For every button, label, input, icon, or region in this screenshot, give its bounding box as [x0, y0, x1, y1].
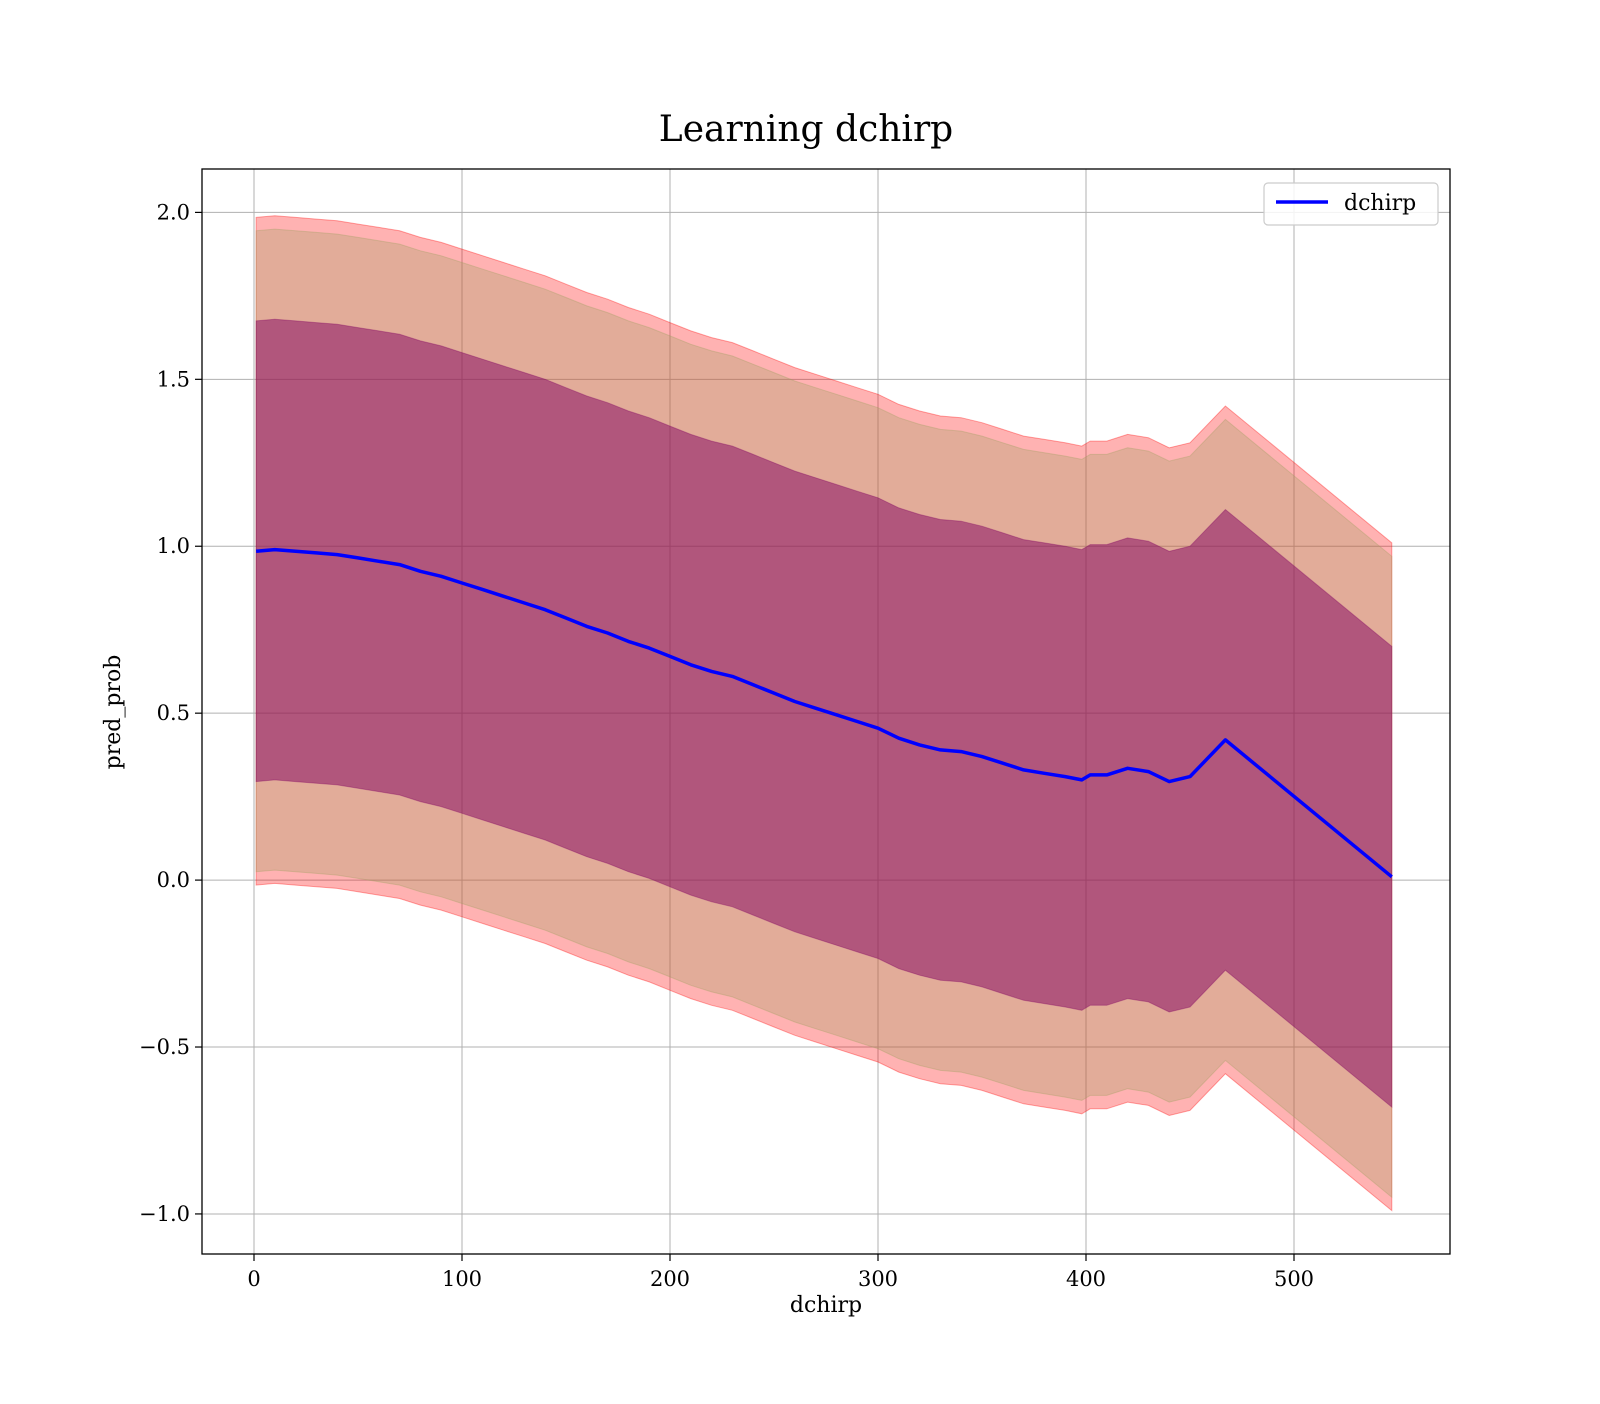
series-line-dchirp	[255, 547, 1393, 879]
y-tick-label: 1.0	[157, 534, 190, 558]
bands	[255, 215, 1393, 1212]
x-tick-label: 200	[650, 1267, 690, 1291]
x-tick-label: 500	[1274, 1267, 1314, 1291]
y-tick-label: −1.0	[139, 1202, 190, 1226]
ticks: 0 100 200 300 400 500 −1.0 −0.5 0.0 0.5 1.0 1.5 2.0	[139, 200, 1314, 1291]
y-tick-label: −0.5	[139, 1035, 190, 1059]
y-tick-label: 0.0	[157, 868, 190, 892]
x-axis-label: dchirp	[790, 1293, 862, 1318]
x-tick-label: 400	[1066, 1267, 1106, 1291]
legend-label-dchirp: dchirp	[1344, 191, 1416, 216]
legend: dchirp	[1263, 182, 1439, 226]
plot-frame	[201, 168, 1451, 1255]
confidence-band-2	[255, 318, 1393, 1109]
legend-box	[1263, 182, 1439, 226]
x-tick-label: 0	[247, 1267, 260, 1291]
lines	[255, 547, 1393, 879]
y-tick-label: 0.5	[157, 701, 190, 725]
y-tick-label: 2.0	[157, 200, 190, 224]
x-tick-label: 300	[858, 1267, 898, 1291]
chart-title: Learning dchirp	[659, 109, 953, 150]
y-axis-label: pred_prob	[101, 655, 126, 770]
y-tick-label: 1.5	[157, 367, 190, 391]
x-tick-label: 100	[442, 1267, 482, 1291]
